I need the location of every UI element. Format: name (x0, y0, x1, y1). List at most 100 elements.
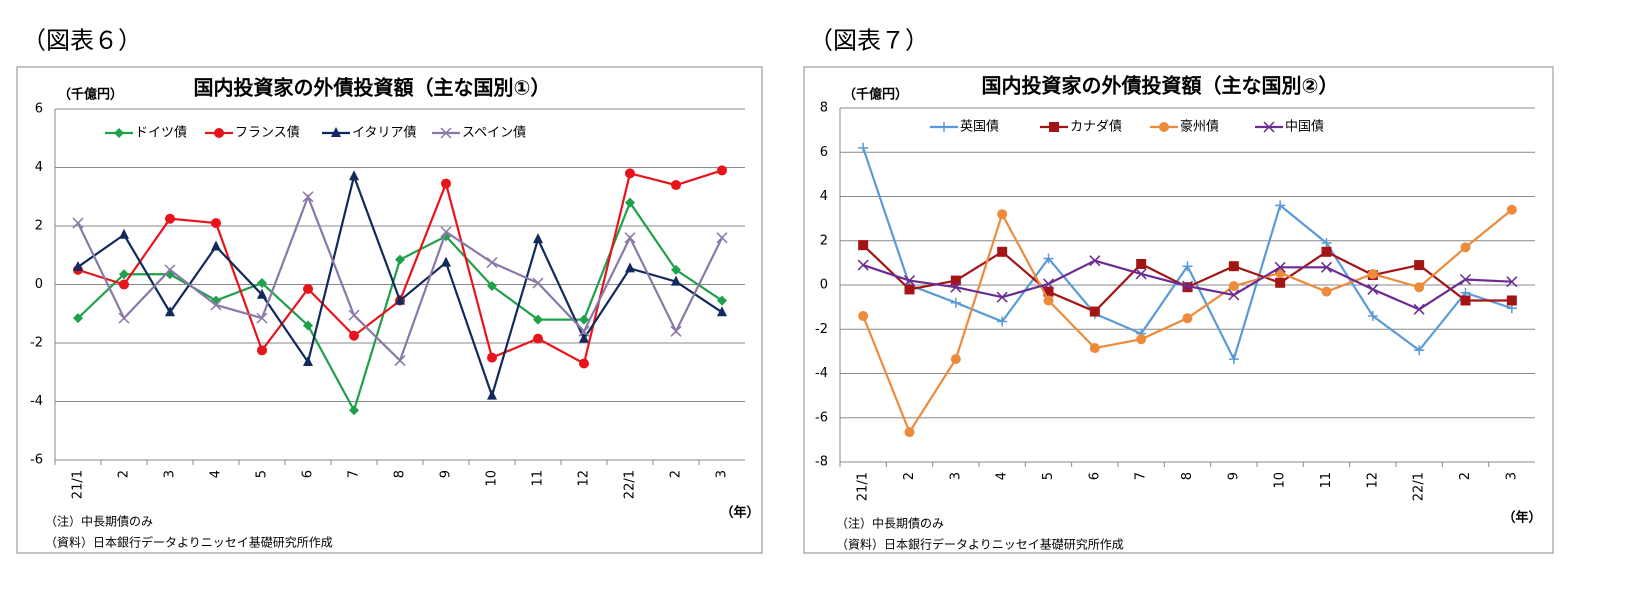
marker (1414, 260, 1425, 271)
y-axis-label: （千億円） (58, 87, 123, 103)
marker (1367, 268, 1378, 279)
marker (717, 306, 727, 317)
marker (532, 277, 544, 289)
marker (165, 213, 175, 224)
marker (579, 332, 589, 343)
y-tick-label: 6 (820, 145, 828, 160)
marker (303, 320, 313, 331)
marker (1275, 277, 1286, 288)
marker (579, 358, 589, 369)
x-tick-label: 8 (1180, 472, 1195, 480)
marker (903, 275, 916, 287)
x-tick-label: 4 (995, 472, 1010, 480)
marker (1228, 261, 1239, 272)
marker (303, 283, 313, 294)
marker (1414, 345, 1425, 356)
x-tick-label: 3 (1504, 472, 1519, 480)
marker (73, 313, 83, 324)
marker (119, 228, 129, 239)
marker (1321, 286, 1332, 297)
x-tick-label: 5 (1041, 472, 1056, 480)
marker (716, 232, 728, 244)
marker (671, 180, 681, 191)
x-axis-label: （年） (720, 505, 759, 521)
y-tick-label: 6 (35, 102, 43, 117)
marker (1506, 295, 1517, 306)
marker (997, 246, 1008, 257)
note: （資料）日本銀行データよりニッセイ基礎研究所作成 (45, 535, 333, 550)
x-tick-label: 7 (1134, 472, 1149, 480)
marker (670, 325, 682, 337)
x-axis-label: （年） (1502, 510, 1541, 526)
y-tick-label: -6 (815, 410, 828, 425)
x-tick-label: 21/1 (71, 470, 86, 499)
marker (210, 299, 222, 311)
marker (394, 355, 406, 367)
marker (165, 306, 175, 317)
x-tick-label: 2 (1458, 472, 1473, 480)
y-tick-label: -8 (815, 455, 828, 470)
legend-label: 豪州債 (1180, 119, 1219, 135)
marker (1043, 286, 1054, 297)
y-tick-label: -4 (30, 394, 43, 409)
marker (904, 427, 915, 438)
x-tick-label: 3 (948, 472, 963, 480)
legend-label: 中国債 (1285, 120, 1324, 135)
series-line (77, 169, 723, 366)
x-tick-label: 11 (1319, 472, 1334, 489)
marker (1042, 278, 1055, 290)
marker (996, 291, 1008, 303)
marker (1275, 200, 1286, 211)
marker (395, 254, 405, 265)
marker (533, 233, 543, 244)
marker (717, 165, 727, 176)
x-tick-label: 22/1 (623, 470, 638, 499)
marker (114, 128, 124, 138)
y-tick-label: -2 (30, 336, 43, 351)
y-tick-label: 2 (820, 233, 828, 248)
marker (950, 354, 961, 365)
y-tick-label: 0 (820, 278, 828, 293)
x-tick-label: 6 (1087, 472, 1102, 480)
y-tick-label: 4 (820, 189, 828, 204)
chart: （図表６） 国内投資家の外債投資額（主な国別①） （千億円） （年） （注）中長期債のみ… (16, 27, 763, 554)
marker (1414, 282, 1425, 293)
marker (533, 333, 543, 344)
marker (1089, 306, 1100, 317)
marker (1043, 253, 1054, 264)
marker (1367, 310, 1378, 321)
marker (349, 170, 359, 181)
marker (1228, 281, 1239, 292)
marker (1263, 121, 1275, 133)
y-axis-label: （千億円） (843, 87, 908, 103)
marker (348, 309, 360, 321)
marker (1460, 242, 1471, 253)
y-tick-label: -6 (30, 453, 43, 468)
marker (119, 279, 129, 290)
marker (1136, 258, 1147, 269)
marker (487, 389, 497, 400)
marker (487, 352, 497, 363)
marker (1136, 334, 1147, 345)
x-tick-label: 2 (117, 470, 132, 478)
marker (211, 218, 221, 229)
marker (1320, 261, 1333, 273)
marker (625, 197, 635, 208)
marker (256, 312, 268, 324)
y-tick-label: -4 (815, 366, 828, 381)
x-tick-label: 11 (531, 470, 546, 487)
marker (1506, 204, 1517, 215)
marker (349, 330, 359, 341)
x-tick-label: 9 (439, 470, 454, 478)
x-tick-label: 6 (301, 470, 316, 478)
marker (997, 316, 1008, 327)
marker (1367, 283, 1379, 295)
marker (118, 312, 130, 324)
y-tick-label: 0 (35, 277, 43, 292)
y-tick-label: 8 (820, 101, 828, 116)
series-line (77, 193, 723, 363)
marker (1459, 273, 1472, 285)
marker (857, 259, 869, 271)
marker (625, 262, 635, 273)
